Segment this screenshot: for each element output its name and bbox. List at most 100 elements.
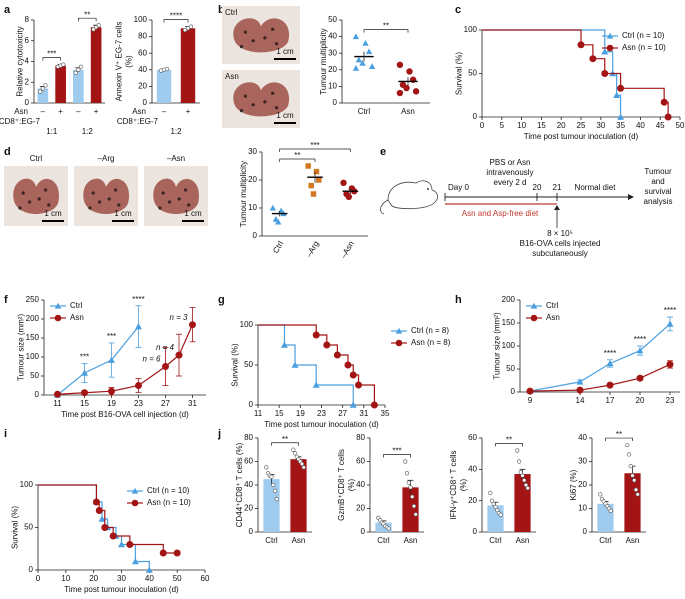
marker	[403, 84, 410, 92]
marker	[617, 113, 625, 120]
tumour-nodule	[243, 94, 247, 98]
legend-marker	[530, 302, 538, 309]
data-point	[76, 67, 81, 72]
data-point	[264, 465, 269, 470]
marker	[606, 381, 614, 389]
x-tick-label: 25	[577, 121, 586, 130]
data-point	[411, 504, 417, 509]
marker	[135, 382, 142, 389]
tumour-nodule	[263, 36, 267, 40]
data-point	[78, 64, 84, 69]
marker	[189, 321, 196, 329]
significance-label: ***	[47, 50, 56, 59]
significance-label: **	[294, 151, 300, 160]
significance-bracket	[605, 437, 633, 442]
survival-curve	[258, 324, 354, 405]
marker	[173, 549, 181, 557]
mouse-eye	[427, 188, 429, 190]
bar	[624, 473, 641, 532]
marker	[92, 498, 100, 506]
scale-label: 1 cm	[276, 47, 294, 56]
data-point	[489, 498, 495, 503]
marker	[175, 351, 183, 359]
x-tick-label: 5	[500, 121, 505, 130]
x-tick-label: Asn	[516, 536, 530, 545]
significance-label: **	[282, 435, 288, 444]
y-tick-label: 30	[328, 48, 337, 57]
x-tick-label: 45	[656, 121, 665, 130]
marker	[333, 351, 341, 359]
y-tick-label: 50	[328, 15, 337, 24]
data-point	[94, 25, 99, 30]
significance-label: ****	[634, 335, 646, 344]
x-tick-label: 15	[80, 399, 89, 408]
marker	[280, 341, 288, 348]
y-tick-label: 40	[328, 32, 337, 41]
marker	[576, 386, 584, 394]
legend-label: Ctrl	[70, 301, 83, 310]
data-point	[520, 473, 525, 478]
significance-bracket	[363, 29, 409, 33]
x-tick-label: 14	[576, 396, 585, 405]
y-tick-label: 100	[240, 320, 254, 329]
x-tick-label: 35	[616, 121, 625, 130]
row-label: Asn	[132, 107, 146, 116]
x-tick-label: 50	[676, 121, 685, 130]
x-tick-label: –	[41, 107, 46, 116]
bar	[180, 28, 196, 103]
marker	[308, 182, 314, 189]
significance-label: **	[84, 10, 90, 19]
x-tick-label: Ctrl	[358, 107, 371, 116]
x-tick-label: Ctrl	[265, 536, 278, 545]
data-point	[608, 508, 613, 513]
y-axis-label: (%)	[124, 55, 133, 68]
tumour-nodule	[28, 200, 32, 204]
y-tick-label: 150	[502, 318, 516, 327]
x-tick-label: 23	[317, 409, 326, 418]
panel-letter: g	[218, 294, 225, 306]
significance-label: ****	[170, 12, 182, 21]
data-point	[408, 485, 413, 490]
data-point	[271, 482, 276, 488]
x-axis-label: Time post tumour inoculation (d)	[524, 132, 639, 141]
y-tick-label: 30	[578, 457, 587, 466]
significance-bracket	[271, 442, 299, 446]
marker	[274, 218, 282, 225]
y-tick-label: 20	[578, 480, 587, 489]
y-tick-label: 50	[30, 371, 39, 380]
y-tick-label: 4	[25, 57, 30, 66]
data-point	[406, 480, 411, 485]
y-tick-label: 100	[20, 480, 34, 489]
day-label: Day 0	[448, 183, 469, 192]
marker	[412, 88, 420, 95]
treatment-text: PBS or Asn	[490, 158, 531, 167]
marker	[162, 363, 169, 370]
marker	[666, 360, 674, 368]
data-point	[40, 86, 45, 91]
bar	[37, 88, 49, 103]
x-tick-label: 9	[528, 396, 533, 405]
data-point	[91, 27, 96, 32]
data-point	[292, 451, 298, 456]
y-tick-label: 60	[138, 48, 147, 57]
tumour-nodule	[44, 188, 48, 192]
x-tick-label: Ctrl	[489, 536, 502, 545]
tumour-nodule	[161, 191, 165, 195]
y-tick-label: 10	[328, 82, 337, 91]
y-axis-label: Survival (%)	[230, 343, 239, 386]
marker	[396, 89, 404, 97]
marker	[108, 356, 115, 363]
tumour-nodule	[88, 206, 92, 210]
legend-marker	[606, 44, 614, 52]
marker	[370, 401, 378, 409]
y-tick-label: 0	[361, 527, 366, 536]
marker	[81, 369, 88, 376]
data-point	[403, 459, 408, 464]
legend-marker	[131, 487, 139, 494]
y-tick-label: 40	[244, 480, 253, 489]
data-point	[523, 482, 529, 488]
marker	[312, 381, 320, 388]
x-tick-label: Asn	[292, 536, 306, 545]
